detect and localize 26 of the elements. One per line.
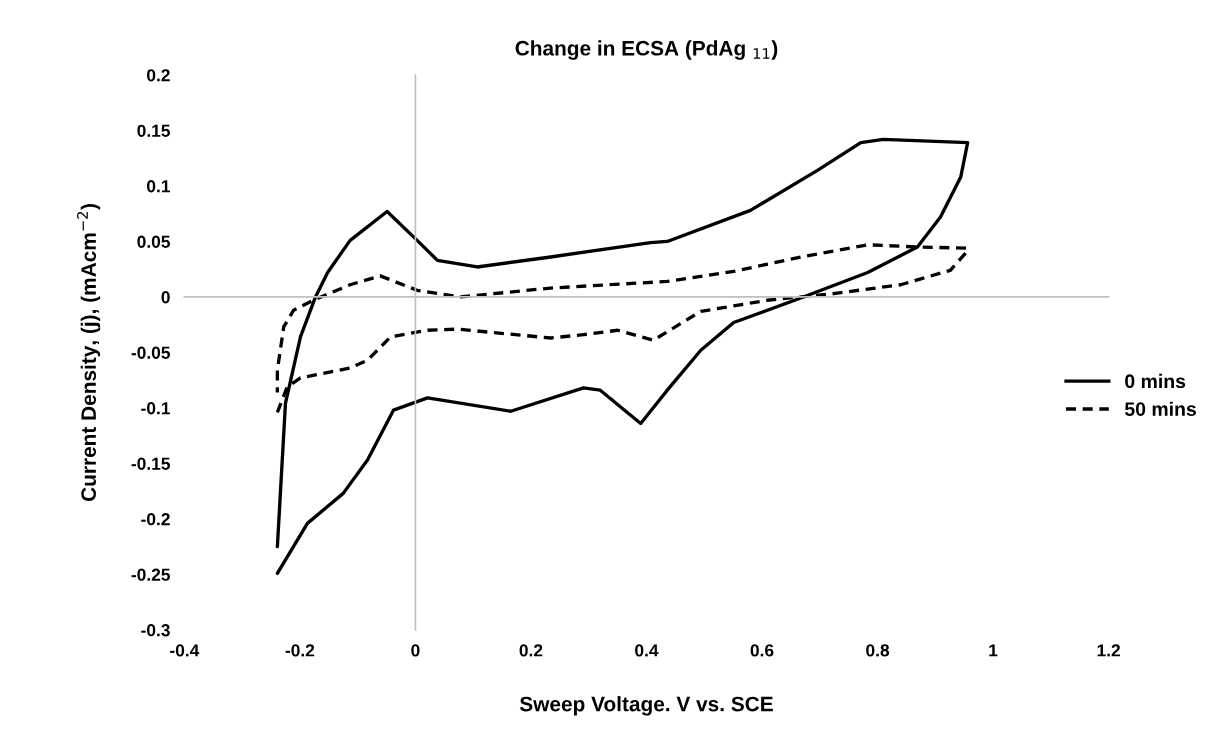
y-tick-label: 0.15 — [137, 124, 170, 137]
x-tick-label: 0.4 — [635, 644, 659, 657]
y-tick-label: 0.05 — [137, 235, 170, 248]
y-tick-label: -0.2 — [141, 513, 170, 526]
x-tick-label: 0.6 — [750, 644, 774, 657]
y-tick-label: 0.2 — [147, 69, 170, 82]
x-tick-label: -0.4 — [170, 644, 200, 657]
y-tick-label: -0.15 — [131, 457, 170, 470]
y-axis-title: Current Density, (j), (mAcm$^{−2}$) — [77, 204, 101, 502]
line-series — [275, 137, 970, 575]
legend-label: 0 mins — [1125, 373, 1186, 389]
y-tick-label: -0.25 — [131, 568, 170, 581]
y-tick-label: -0.3 — [141, 624, 170, 637]
x-tick-label: 0.8 — [866, 644, 890, 657]
y-tick-label: 0 — [161, 291, 170, 304]
x-tick-label: 0.2 — [519, 644, 543, 657]
y-tick-label: -0.05 — [131, 346, 170, 359]
x-axis-title: Sweep Voltage. V vs. SCE — [519, 696, 773, 716]
x-tick-label: 1.2 — [1097, 644, 1120, 657]
x-tick-label: 0 — [411, 644, 420, 657]
x-tick-label: -0.2 — [285, 644, 315, 657]
y-tick-label: 0.1 — [147, 180, 170, 193]
legend-label: 50 mins — [1124, 401, 1196, 416]
y-tick-label: -0.1 — [141, 402, 170, 415]
chart-title: Change in ECSA (PdAg $_{11}$) — [515, 40, 778, 60]
x-tick-label: 1 — [989, 644, 998, 657]
